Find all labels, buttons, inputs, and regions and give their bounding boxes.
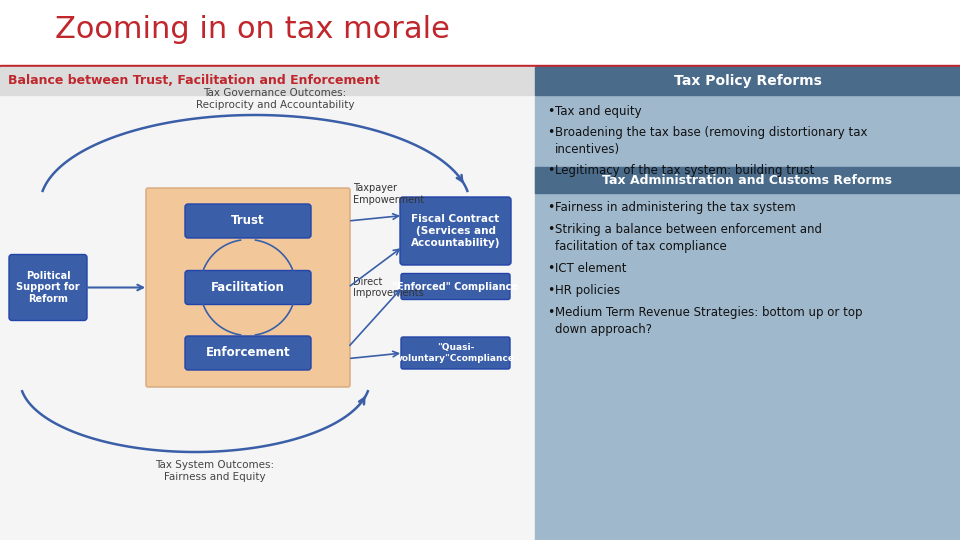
Bar — [535, 67, 960, 95]
Bar — [0, 95, 535, 540]
Text: Trust: Trust — [231, 214, 265, 227]
FancyBboxPatch shape — [9, 254, 87, 321]
Text: •: • — [547, 284, 554, 297]
FancyBboxPatch shape — [185, 271, 311, 305]
Text: Direct
Improvements: Direct Improvements — [353, 276, 423, 298]
Text: •: • — [547, 306, 554, 319]
Text: Enforcement: Enforcement — [205, 347, 290, 360]
Text: Tax Administration and Customs Reforms: Tax Administration and Customs Reforms — [603, 173, 893, 186]
Text: facilitation of tax compliance: facilitation of tax compliance — [555, 240, 727, 253]
Bar — [0, 65, 960, 67]
FancyBboxPatch shape — [146, 188, 350, 387]
Text: Tax System Outcomes:
Fairness and Equity: Tax System Outcomes: Fairness and Equity — [156, 460, 275, 482]
Text: •: • — [547, 223, 554, 236]
Text: Taxpayer
Empowerment: Taxpayer Empowerment — [353, 184, 424, 205]
Text: •: • — [547, 201, 554, 214]
FancyBboxPatch shape — [185, 204, 311, 238]
FancyBboxPatch shape — [185, 336, 311, 370]
Text: down approach?: down approach? — [555, 323, 652, 336]
Text: •: • — [547, 262, 554, 275]
Text: Tax and equity: Tax and equity — [555, 105, 641, 118]
Text: HR policies: HR policies — [555, 284, 620, 297]
Text: Broadening the tax base (removing distortionary tax: Broadening the tax base (removing distor… — [555, 126, 868, 139]
Text: •: • — [547, 164, 554, 177]
Text: incentives): incentives) — [555, 143, 620, 156]
Text: Legitimacy of the tax system: building trust: Legitimacy of the tax system: building t… — [555, 164, 814, 177]
FancyBboxPatch shape — [400, 197, 511, 265]
Bar — [0, 67, 535, 95]
Text: •: • — [547, 126, 554, 139]
FancyBboxPatch shape — [401, 273, 510, 300]
Text: Fairness in administering the tax system: Fairness in administering the tax system — [555, 201, 796, 214]
Text: Balance between Trust, Facilitation and Enforcement: Balance between Trust, Facilitation and … — [8, 75, 380, 87]
Text: Political
Support for
Reform: Political Support for Reform — [16, 271, 80, 304]
Text: Tax Governance Outcomes:
Reciprocity and Accountability: Tax Governance Outcomes: Reciprocity and… — [196, 89, 354, 110]
Bar — [535, 167, 960, 193]
Text: Striking a balance between enforcement and: Striking a balance between enforcement a… — [555, 223, 822, 236]
Text: "Enforced" Compliance: "Enforced" Compliance — [393, 281, 518, 292]
Text: Facilitation: Facilitation — [211, 281, 285, 294]
Text: Zooming in on tax morale: Zooming in on tax morale — [55, 16, 450, 44]
Text: Fiscal Contract
(Services and
Accountability): Fiscal Contract (Services and Accountabi… — [411, 214, 500, 248]
Text: •: • — [547, 105, 554, 118]
Bar — [0, 0, 960, 65]
Text: "Quasi-
voluntary"Ccompliance: "Quasi- voluntary"Ccompliance — [396, 343, 515, 363]
Bar — [535, 95, 960, 540]
FancyBboxPatch shape — [401, 337, 510, 369]
Text: Tax Policy Reforms: Tax Policy Reforms — [674, 74, 822, 88]
Text: ICT element: ICT element — [555, 262, 627, 275]
Text: Medium Term Revenue Strategies: bottom up or top: Medium Term Revenue Strategies: bottom u… — [555, 306, 862, 319]
